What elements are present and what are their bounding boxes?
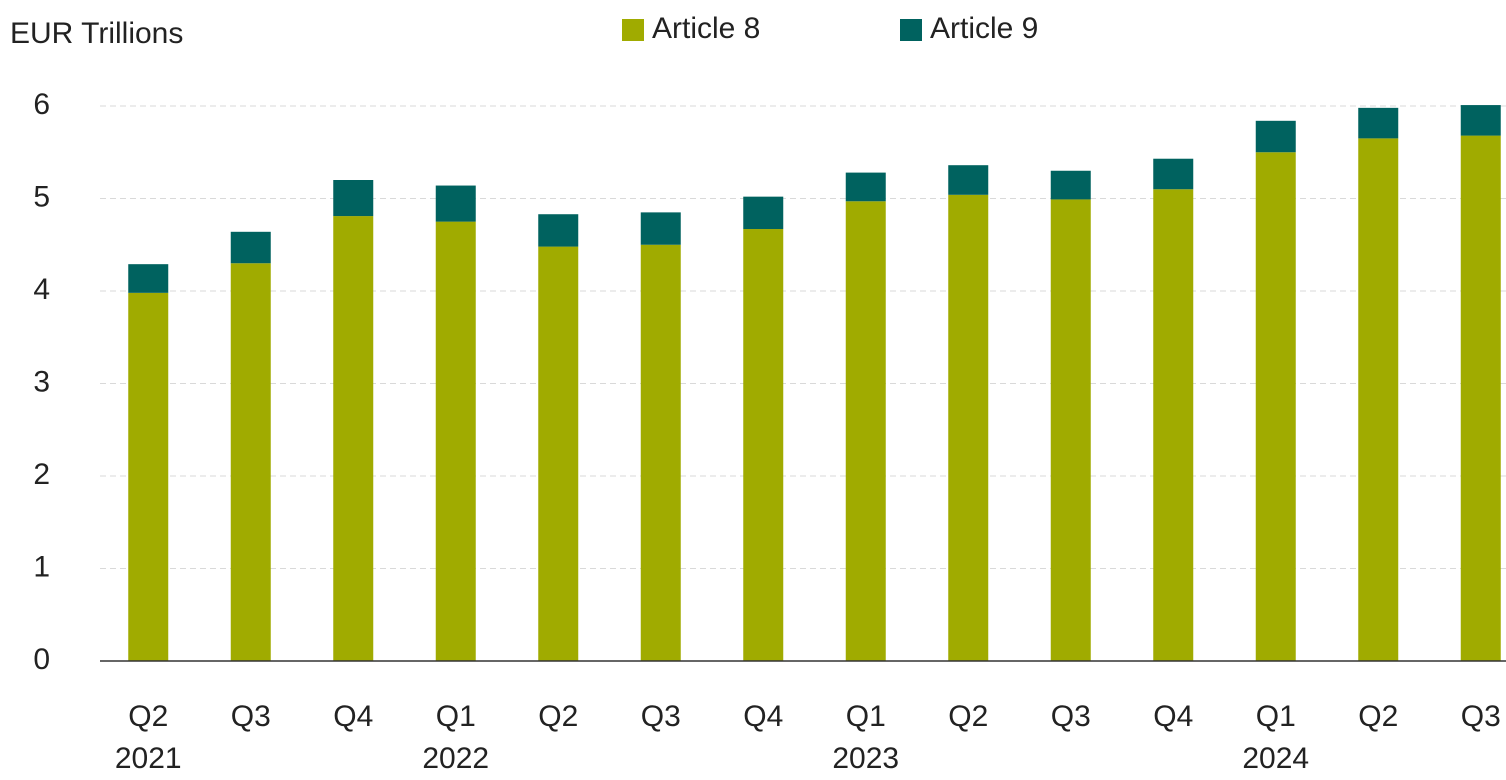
bar-segment bbox=[1050, 199, 1091, 662]
bar-segment bbox=[128, 264, 169, 293]
y-tick-label: 2 bbox=[33, 458, 50, 491]
x-tick-label: Q3 bbox=[1051, 700, 1091, 733]
x-tick-label: Q1 bbox=[846, 700, 886, 733]
bar-segment bbox=[845, 201, 886, 661]
x-group-label: 2021 bbox=[115, 742, 182, 775]
legend-label: Article 9 bbox=[930, 12, 1038, 45]
y-tick-label: 4 bbox=[33, 273, 50, 306]
x-tick-label: Q3 bbox=[641, 700, 681, 733]
y-tick-label: 0 bbox=[33, 643, 50, 676]
x-group-label: 2024 bbox=[1242, 742, 1309, 775]
bar-segment bbox=[1050, 170, 1091, 200]
bar-segment bbox=[640, 212, 681, 245]
bar-segment bbox=[1460, 135, 1501, 662]
bar-segment bbox=[1153, 158, 1194, 190]
bar-segment bbox=[1255, 152, 1296, 661]
bar-segment bbox=[1358, 107, 1399, 139]
x-tick-label: Q4 bbox=[1153, 700, 1193, 733]
y-tick-label: 5 bbox=[33, 180, 50, 213]
x-group-label: 2023 bbox=[832, 742, 899, 775]
bar-segment bbox=[948, 165, 989, 195]
bar-segment bbox=[230, 231, 271, 264]
x-tick-label: Q2 bbox=[538, 700, 578, 733]
x-tick-label: Q4 bbox=[333, 700, 373, 733]
x-tick-label: Q2 bbox=[1358, 700, 1398, 733]
bar-segment bbox=[1460, 105, 1501, 136]
x-tick-label: Q1 bbox=[436, 700, 476, 733]
bar-segment bbox=[435, 185, 476, 222]
bar-segment bbox=[333, 180, 374, 217]
bar-segment bbox=[1358, 138, 1399, 661]
y-axis-label: EUR Trillions bbox=[10, 17, 183, 50]
x-tick-label: Q1 bbox=[1256, 700, 1296, 733]
x-tick-label: Q3 bbox=[1461, 700, 1501, 733]
y-tick-label: 3 bbox=[33, 365, 50, 398]
x-tick-label: Q3 bbox=[231, 700, 271, 733]
y-tick-label: 6 bbox=[33, 88, 50, 121]
x-tick-label: Q2 bbox=[128, 700, 168, 733]
legend-swatch bbox=[622, 19, 644, 41]
x-tick-label: Q4 bbox=[743, 700, 783, 733]
bar-segment bbox=[128, 292, 169, 661]
bar-segment bbox=[640, 244, 681, 661]
bar-segment bbox=[435, 221, 476, 661]
bar-segment bbox=[948, 194, 989, 662]
bar-segment bbox=[1153, 189, 1194, 661]
bar-segment bbox=[538, 246, 579, 661]
bar-segment bbox=[230, 263, 271, 661]
bar-segment bbox=[743, 229, 784, 661]
x-group-label: 2022 bbox=[422, 742, 489, 775]
bar-segment bbox=[1255, 120, 1296, 153]
bar-segment bbox=[333, 216, 374, 661]
legend-label: Article 8 bbox=[652, 12, 760, 45]
bar-segment bbox=[845, 172, 886, 202]
bar-segment bbox=[743, 196, 784, 230]
legend-swatch bbox=[900, 19, 922, 41]
bar-segment bbox=[538, 214, 579, 247]
x-tick-label: Q2 bbox=[948, 700, 988, 733]
y-tick-label: 1 bbox=[33, 550, 50, 583]
